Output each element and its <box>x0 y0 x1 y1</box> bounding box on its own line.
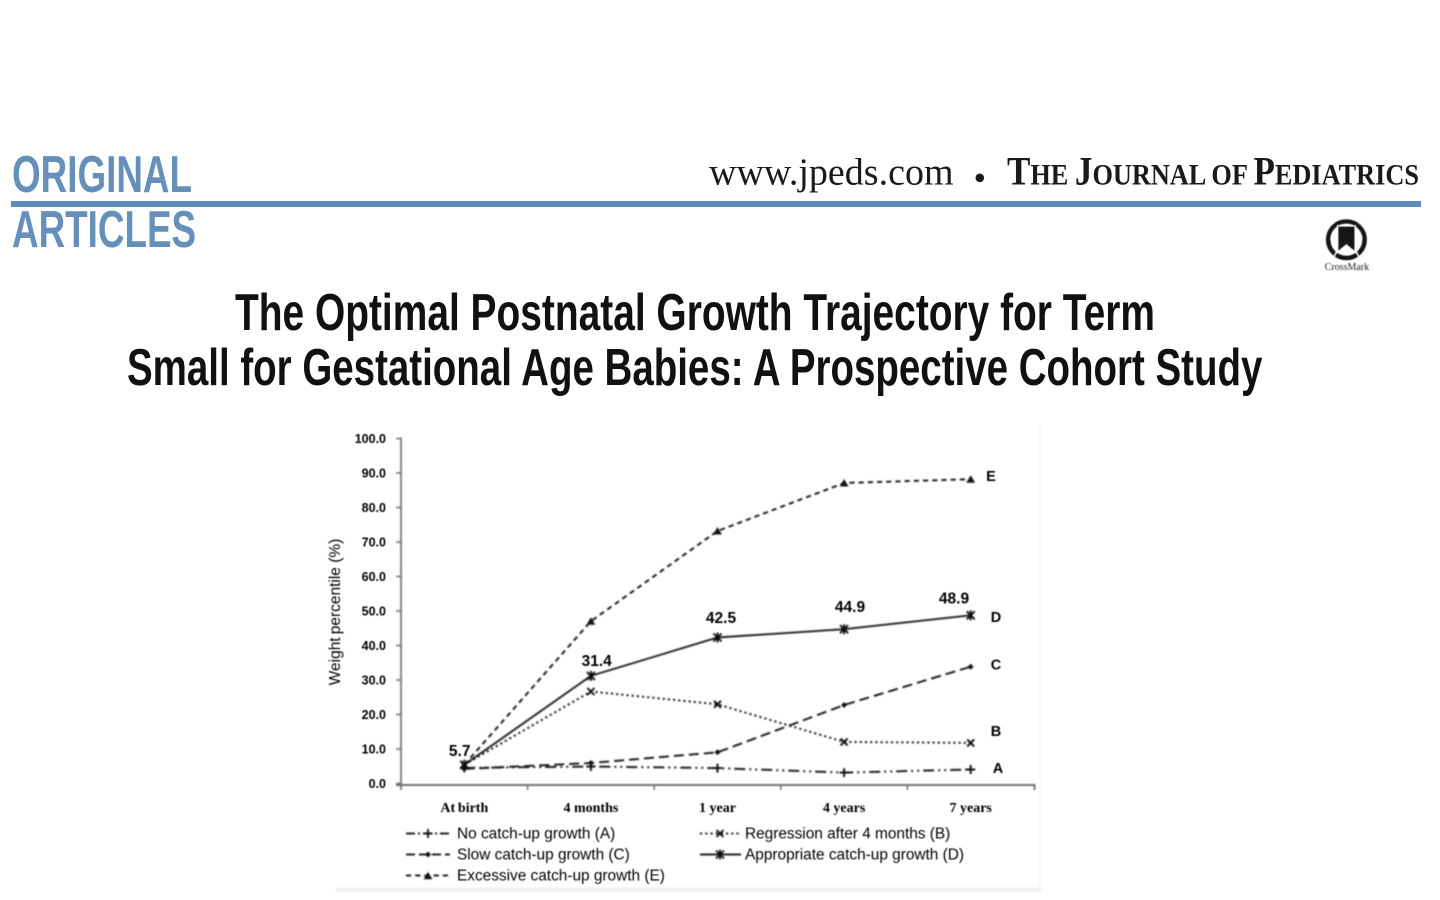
svg-text:C: C <box>991 658 1002 674</box>
svg-text:THE JOURNAL OF PEDIATRICS: THE JOURNAL OF PEDIATRICS <box>1007 149 1419 194</box>
svg-text:Appropriate catch-up growth (D: Appropriate catch-up growth (D) <box>745 847 964 864</box>
svg-text:7 years: 7 years <box>950 801 993 816</box>
svg-text:80.0: 80.0 <box>362 501 386 515</box>
svg-text:70.0: 70.0 <box>362 536 386 550</box>
svg-text:A: A <box>993 761 1004 777</box>
svg-text:44.9: 44.9 <box>835 599 866 616</box>
svg-text:4 months: 4 months <box>563 801 618 816</box>
svg-text:10.0: 10.0 <box>362 743 386 757</box>
svg-text:No catch-up growth (A): No catch-up growth (A) <box>457 826 615 843</box>
svg-text:1 year: 1 year <box>699 801 736 816</box>
svg-text:Regression after 4 months (B): Regression after 4 months (B) <box>745 826 950 843</box>
svg-text:20.0: 20.0 <box>362 708 386 722</box>
svg-text:At birth: At birth <box>440 801 488 816</box>
svg-text:48.9: 48.9 <box>939 591 970 608</box>
svg-text:31.4: 31.4 <box>582 653 613 670</box>
svg-text:5.7: 5.7 <box>449 743 471 760</box>
svg-text:60.0: 60.0 <box>362 570 386 584</box>
svg-text:Excessive catch-up growth (E): Excessive catch-up growth (E) <box>457 868 665 885</box>
svg-text:D: D <box>991 610 1001 626</box>
svg-text:E: E <box>986 469 996 485</box>
svg-text:90.0: 90.0 <box>362 467 386 481</box>
svg-text:www.jpeds.com: www.jpeds.com <box>709 152 954 194</box>
svg-text:4 years: 4 years <box>823 801 866 816</box>
svg-text:Weight percentile (%): Weight percentile (%) <box>327 539 344 686</box>
svg-text:B: B <box>991 724 1001 740</box>
svg-text:CrossMark: CrossMark <box>1325 262 1369 273</box>
svg-text:50.0: 50.0 <box>362 605 386 619</box>
svg-text:42.5: 42.5 <box>706 610 737 627</box>
svg-text:40.0: 40.0 <box>362 639 386 653</box>
svg-text:30.0: 30.0 <box>362 674 386 688</box>
svg-text:100.0: 100.0 <box>355 432 386 446</box>
svg-text:Slow catch-up growth (C): Slow catch-up growth (C) <box>457 847 630 864</box>
svg-text:0.0: 0.0 <box>369 777 386 791</box>
